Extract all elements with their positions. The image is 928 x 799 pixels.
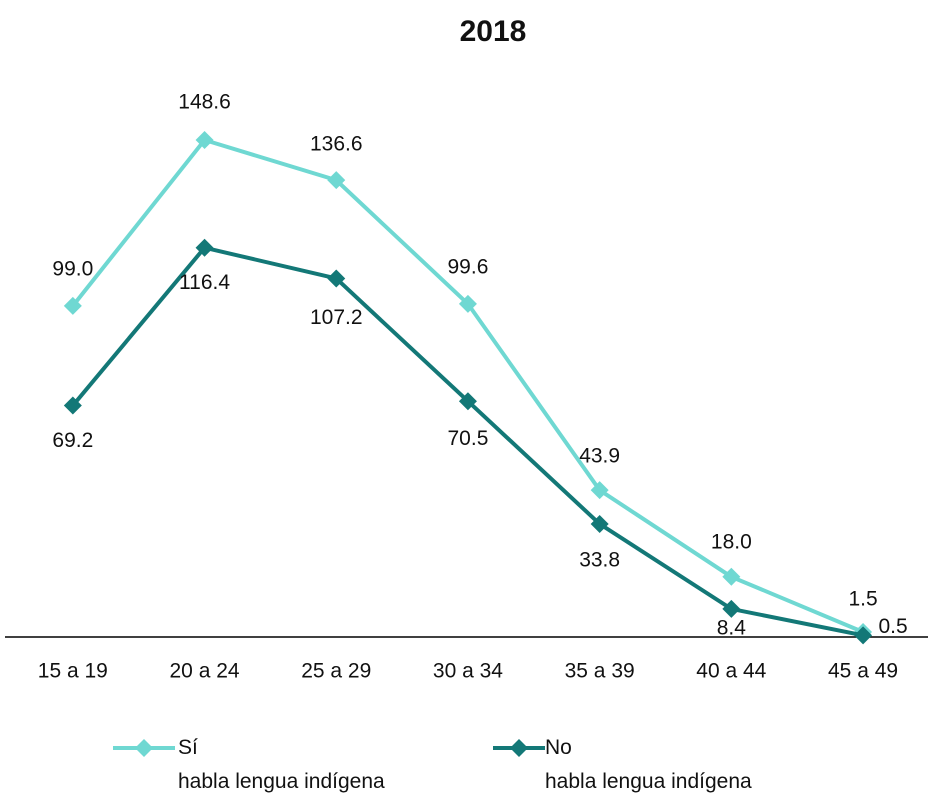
x-tick-label: 40 a 44 xyxy=(696,660,766,683)
point-marker xyxy=(63,396,82,415)
x-tick-label: 45 a 49 xyxy=(828,660,898,683)
data-label: 116.4 xyxy=(179,271,230,294)
legend-marker xyxy=(510,739,528,757)
legend-label: Sí habla lengua indígena xyxy=(178,736,385,793)
data-label: 69.2 xyxy=(52,429,93,452)
x-tick-label: 25 a 29 xyxy=(301,660,371,683)
point-marker xyxy=(327,269,346,288)
point-marker xyxy=(722,567,741,586)
point-marker xyxy=(327,171,346,190)
point-marker xyxy=(722,599,741,618)
data-label: 18.0 xyxy=(711,530,752,553)
data-label: 1.5 xyxy=(848,588,877,611)
point-marker xyxy=(590,481,609,500)
data-label: 107.2 xyxy=(310,306,363,329)
data-label: 8.4 xyxy=(717,616,747,639)
data-label: 136.6 xyxy=(310,133,363,156)
x-tick-label: 35 a 39 xyxy=(565,660,635,683)
legend-marker xyxy=(135,739,153,757)
x-tick-label: 20 a 24 xyxy=(170,660,240,683)
data-label: 33.8 xyxy=(579,549,620,572)
data-label: 148.6 xyxy=(178,91,231,114)
series-line xyxy=(71,137,864,634)
point-marker xyxy=(63,296,82,315)
point-marker xyxy=(458,294,477,313)
point-marker xyxy=(458,392,477,411)
data-label: 43.9 xyxy=(579,445,620,468)
point-marker xyxy=(590,514,609,533)
data-label: 0.5 xyxy=(878,615,907,638)
point-marker xyxy=(195,238,214,257)
data-label: 99.6 xyxy=(448,255,489,278)
x-tick-label: 15 a 19 xyxy=(38,660,108,683)
chart-title: 2018 xyxy=(460,15,527,48)
legend-label: No habla lengua indígena xyxy=(545,736,752,793)
x-tick-label: 30 a 34 xyxy=(433,660,503,683)
data-label: 99.0 xyxy=(52,257,93,280)
data-label: 70.5 xyxy=(448,427,489,450)
point-marker xyxy=(854,626,873,645)
point-marker xyxy=(195,131,214,149)
